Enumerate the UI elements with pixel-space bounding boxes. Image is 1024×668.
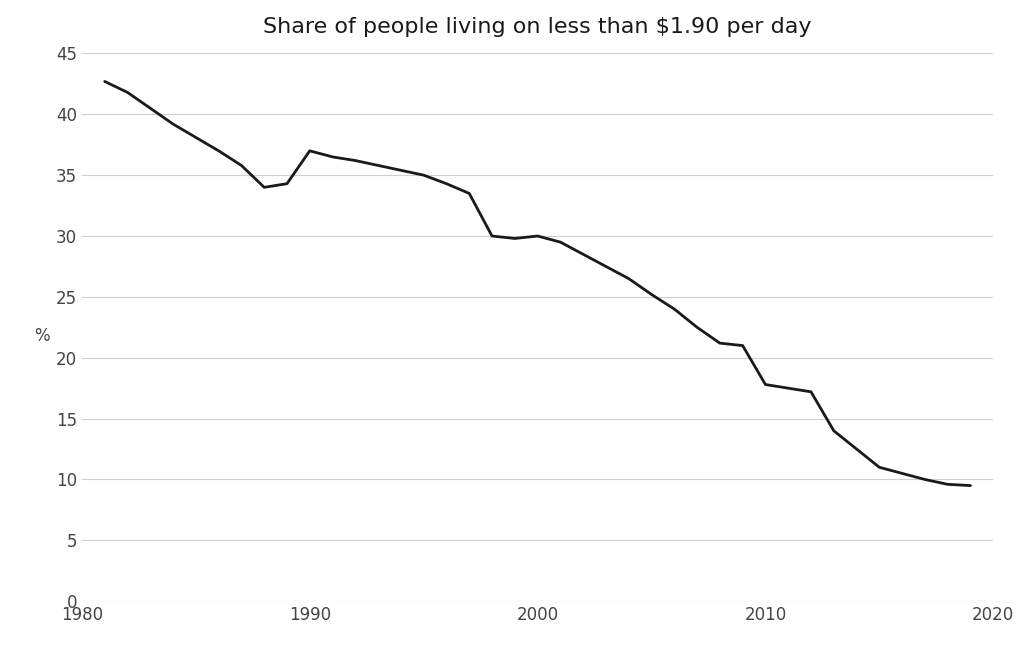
Title: Share of people living on less than $1.90 per day: Share of people living on less than $1.9… [263, 17, 812, 37]
Y-axis label: %: % [34, 327, 50, 345]
